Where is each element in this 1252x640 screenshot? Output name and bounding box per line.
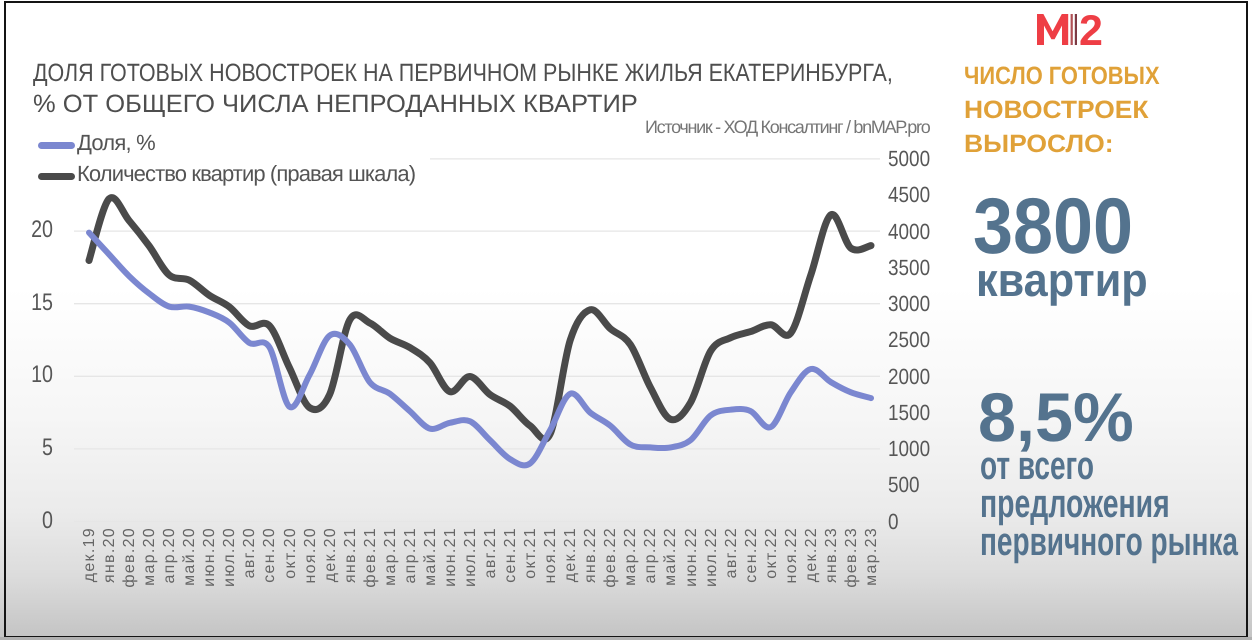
svg-text:2: 2 <box>1079 13 1103 46</box>
